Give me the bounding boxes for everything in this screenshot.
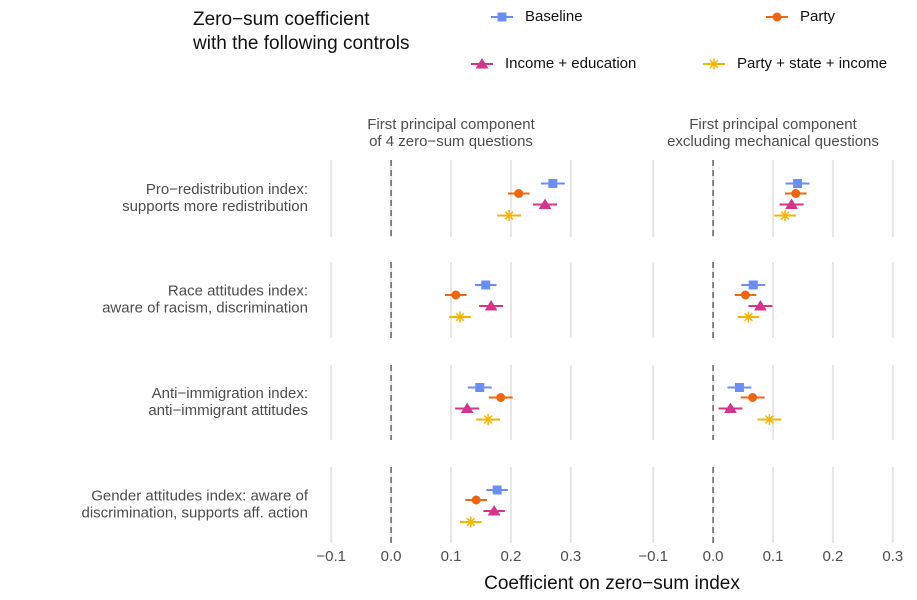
point: [763, 414, 775, 425]
row-label: Gender attitudes index: aware of: [91, 487, 309, 504]
x-tick-label: 0.3: [882, 548, 903, 565]
x-tick-label: 0.2: [500, 548, 521, 565]
row-label: Race attitudes index:: [168, 282, 308, 299]
point: [475, 58, 489, 69]
x-tick-label: 0.0: [703, 548, 724, 565]
point: [793, 179, 803, 188]
point: [785, 198, 798, 209]
legend-label: Income + education: [505, 55, 636, 72]
point: [772, 12, 782, 22]
point: [454, 311, 466, 323]
legend-title: Zero−sum coefficient: [193, 9, 370, 30]
point: [548, 179, 558, 188]
point: [460, 402, 474, 413]
panel-title: excluding mechanical questions: [667, 133, 879, 150]
row-label: aware of racism, discrimination: [102, 299, 308, 316]
legend-title: with the following controls: [192, 33, 410, 54]
point: [742, 311, 754, 323]
point: [492, 485, 502, 495]
point: [481, 280, 491, 290]
panel-title: First principal component: [367, 116, 535, 133]
panel-title: First principal component: [689, 116, 857, 133]
point: [482, 414, 494, 425]
point: [708, 58, 720, 70]
point: [475, 383, 485, 392]
point: [496, 393, 506, 402]
row-label: Pro−redistribution index:: [146, 181, 308, 198]
row-label: supports more redistribution: [122, 198, 308, 215]
point: [779, 210, 791, 221]
point: [487, 505, 501, 516]
x-tick-label: −0.1: [316, 548, 346, 565]
x-tick-label: −0.1: [638, 548, 668, 565]
legend-label: Party: [800, 8, 836, 25]
x-tick-label: 0.1: [763, 548, 784, 565]
point: [503, 210, 515, 221]
point: [484, 300, 498, 311]
point: [465, 516, 477, 528]
legend-label: Baseline: [525, 8, 583, 25]
row-label: discrimination, supports aff. action: [81, 504, 308, 521]
row-label: Anti−immigration index:: [152, 385, 308, 402]
point: [791, 189, 801, 198]
point: [754, 300, 767, 311]
x-tick-label: 0.3: [560, 548, 581, 565]
point: [748, 393, 758, 402]
point: [451, 290, 461, 300]
point: [497, 12, 507, 22]
x-tick-label: 0.2: [822, 548, 843, 565]
legend-label: Party + state + income: [737, 55, 887, 72]
point: [471, 495, 481, 505]
point: [538, 198, 552, 209]
row-label: anti−immigrant attitudes: [148, 402, 308, 419]
point: [724, 402, 737, 413]
point: [734, 383, 744, 392]
panel-title: of 4 zero−sum questions: [369, 133, 533, 150]
point: [740, 290, 750, 300]
x-tick-label: 0.1: [441, 548, 462, 565]
point: [514, 189, 524, 198]
x-tick-label: 0.0: [381, 548, 402, 565]
point: [748, 280, 758, 290]
x-axis-label: Coefficient on zero−sum index: [484, 573, 740, 594]
